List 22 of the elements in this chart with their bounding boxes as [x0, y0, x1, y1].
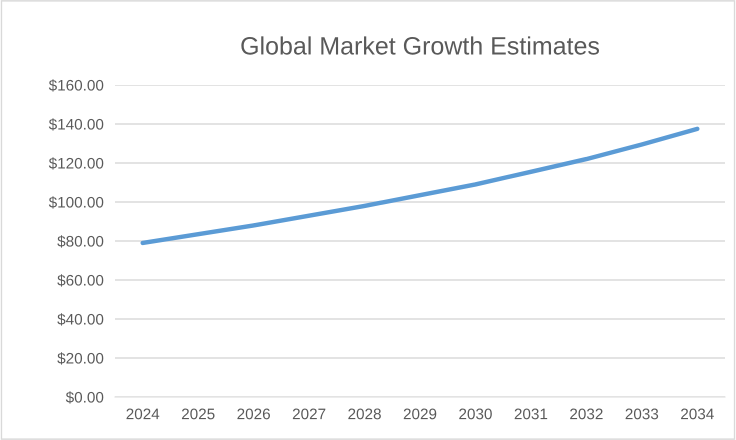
y-tick-label: $20.00: [57, 352, 104, 365]
x-tick-label: 2028: [348, 408, 381, 420]
x-tick-label: 2026: [237, 408, 270, 420]
line-series: [140, 126, 700, 246]
chart-title: Global Market Growth Estimates: [241, 36, 600, 55]
x-tick-label: 2031: [514, 408, 548, 420]
y-tick-label: $100.00: [48, 196, 104, 209]
x-tick-label: 2033: [626, 408, 658, 420]
y-tick-label: $0.00: [66, 391, 104, 404]
x-tick-label: 2029: [404, 408, 436, 420]
x-tick-label: 2027: [292, 408, 326, 420]
y-tick-label: $60.00: [57, 274, 104, 287]
x-tick-label: 2025: [182, 408, 215, 420]
y-tick-label: $120.00: [48, 157, 104, 170]
y-tick-label: $140.00: [48, 118, 104, 131]
x-tick-label: 2032: [570, 408, 603, 420]
x-tick-label: 2030: [459, 408, 492, 420]
y-tick-label: $160.00: [48, 79, 104, 92]
y-tick-label: $80.00: [57, 235, 104, 248]
x-tick-label: 2024: [126, 408, 160, 420]
y-tick-label: $40.00: [57, 313, 104, 326]
x-tick-label: 2034: [681, 408, 714, 420]
